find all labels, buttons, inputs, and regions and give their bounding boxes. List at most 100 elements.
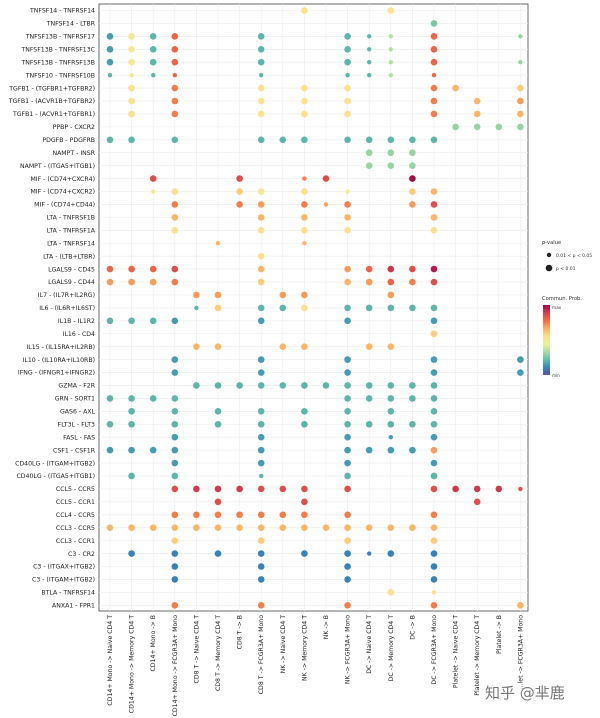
data-point	[301, 511, 308, 519]
data-point	[128, 317, 135, 325]
data-point	[214, 382, 222, 389]
data-point	[236, 188, 243, 195]
data-point	[365, 343, 373, 350]
data-point	[279, 485, 287, 493]
data-point	[387, 408, 395, 415]
data-point	[194, 305, 199, 311]
data-point	[430, 601, 438, 609]
x-tick-label: CD8 T -> Naive CD4 T	[193, 615, 200, 684]
data-point	[257, 382, 265, 389]
data-point	[430, 369, 438, 376]
data-point	[106, 58, 114, 66]
data-point	[257, 136, 265, 144]
data-point	[387, 343, 395, 350]
pvalue-legend: p-value 0.01 < p < 0.05 p < 0.01	[542, 240, 592, 272]
data-point	[387, 420, 395, 428]
data-point	[409, 278, 416, 286]
y-tick-label: TGFB1 - (ACVR1B+TGFBR2)	[8, 98, 95, 105]
data-point	[257, 601, 265, 609]
data-point	[430, 278, 438, 286]
pvalue-legend-title: p-value	[542, 240, 561, 246]
data-point	[430, 227, 438, 234]
data-point	[365, 524, 373, 531]
data-point	[279, 343, 287, 350]
data-point	[301, 201, 308, 208]
data-point	[344, 201, 351, 208]
data-point	[430, 58, 438, 66]
data-point	[301, 420, 308, 428]
data-point	[128, 278, 135, 286]
data-point	[344, 576, 351, 583]
data-point	[430, 110, 438, 118]
x-tick-label: DC -> B	[409, 615, 416, 640]
data-point	[257, 33, 265, 40]
data-point	[430, 201, 438, 208]
data-point	[301, 7, 308, 14]
data-point	[128, 136, 135, 144]
data-point	[257, 420, 265, 428]
data-point	[388, 60, 393, 65]
y-tick-label: CSF1 - CSF1R	[53, 447, 96, 454]
y-tick-label: IL6 - (IL6R+IL6ST)	[39, 305, 95, 312]
y-tick-label: LGALS9 - CD44	[48, 279, 95, 286]
data-point	[171, 201, 179, 208]
data-point	[279, 511, 287, 519]
data-point	[257, 278, 265, 286]
data-point	[214, 498, 222, 506]
y-tick-label: CCL3 - CCR5	[56, 525, 95, 532]
y-tick-label: TNFSF13B - TNFRSF13B	[20, 59, 95, 66]
data-point	[344, 485, 351, 493]
data-point	[171, 472, 179, 480]
y-tick-label: NAMPT - INSR	[52, 150, 95, 157]
data-point	[214, 343, 222, 350]
data-point	[128, 408, 135, 415]
watermark: 知乎 @芈鹿	[485, 684, 565, 702]
data-point	[365, 162, 373, 169]
data-point	[257, 459, 265, 467]
pvalue-legend-small-dot	[546, 252, 552, 258]
data-point	[344, 317, 351, 325]
data-point	[279, 382, 287, 389]
data-point	[128, 110, 135, 118]
data-point	[345, 189, 350, 194]
data-point	[257, 317, 265, 325]
y-tick-label: TNFSF13B - TNFRSF13C	[20, 46, 95, 53]
data-point	[171, 265, 179, 273]
data-point	[193, 382, 200, 389]
y-tick-label: PDGFB - PDGFRB	[42, 137, 95, 144]
data-point	[171, 485, 179, 493]
data-point	[517, 369, 524, 376]
data-point	[171, 550, 179, 557]
data-point	[409, 524, 416, 531]
data-point	[344, 33, 351, 40]
data-point	[344, 472, 351, 480]
data-point	[172, 72, 177, 78]
x-tick-label: CD8 T -> FCGR3A+ Mono	[258, 615, 265, 694]
data-point	[301, 382, 308, 389]
data-point	[430, 459, 438, 467]
data-point	[344, 550, 351, 557]
data-point	[322, 382, 330, 389]
data-point	[344, 227, 351, 234]
x-tick-label: DC -> FCGR3A+ Mono	[431, 615, 438, 685]
data-point	[430, 550, 438, 557]
data-point	[236, 382, 243, 389]
y-tick-label: IL16 - CD4	[63, 331, 95, 338]
data-point	[257, 524, 265, 531]
y-tick-label: FLT3L - FLT3	[58, 421, 95, 428]
data-point	[387, 136, 395, 144]
data-point	[344, 214, 351, 221]
data-point	[473, 97, 481, 105]
y-tick-label: CCL4 - CCR5	[56, 512, 95, 519]
y-tick-label: C3 - (ITGAM+ITGB2)	[32, 577, 95, 584]
data-point	[430, 97, 438, 105]
data-point	[257, 563, 265, 570]
x-tick-label: NK -> Memory CD4 T	[301, 615, 308, 681]
y-tick-label: CCL5 - CCR5	[56, 486, 95, 493]
data-point	[279, 136, 287, 144]
data-point	[344, 136, 351, 144]
y-tick-label: IL1B - IL1R2	[58, 318, 95, 325]
data-point	[171, 537, 179, 544]
data-point	[171, 33, 179, 40]
x-tick-label: Platelet -> Naive CD4 T	[453, 615, 460, 688]
